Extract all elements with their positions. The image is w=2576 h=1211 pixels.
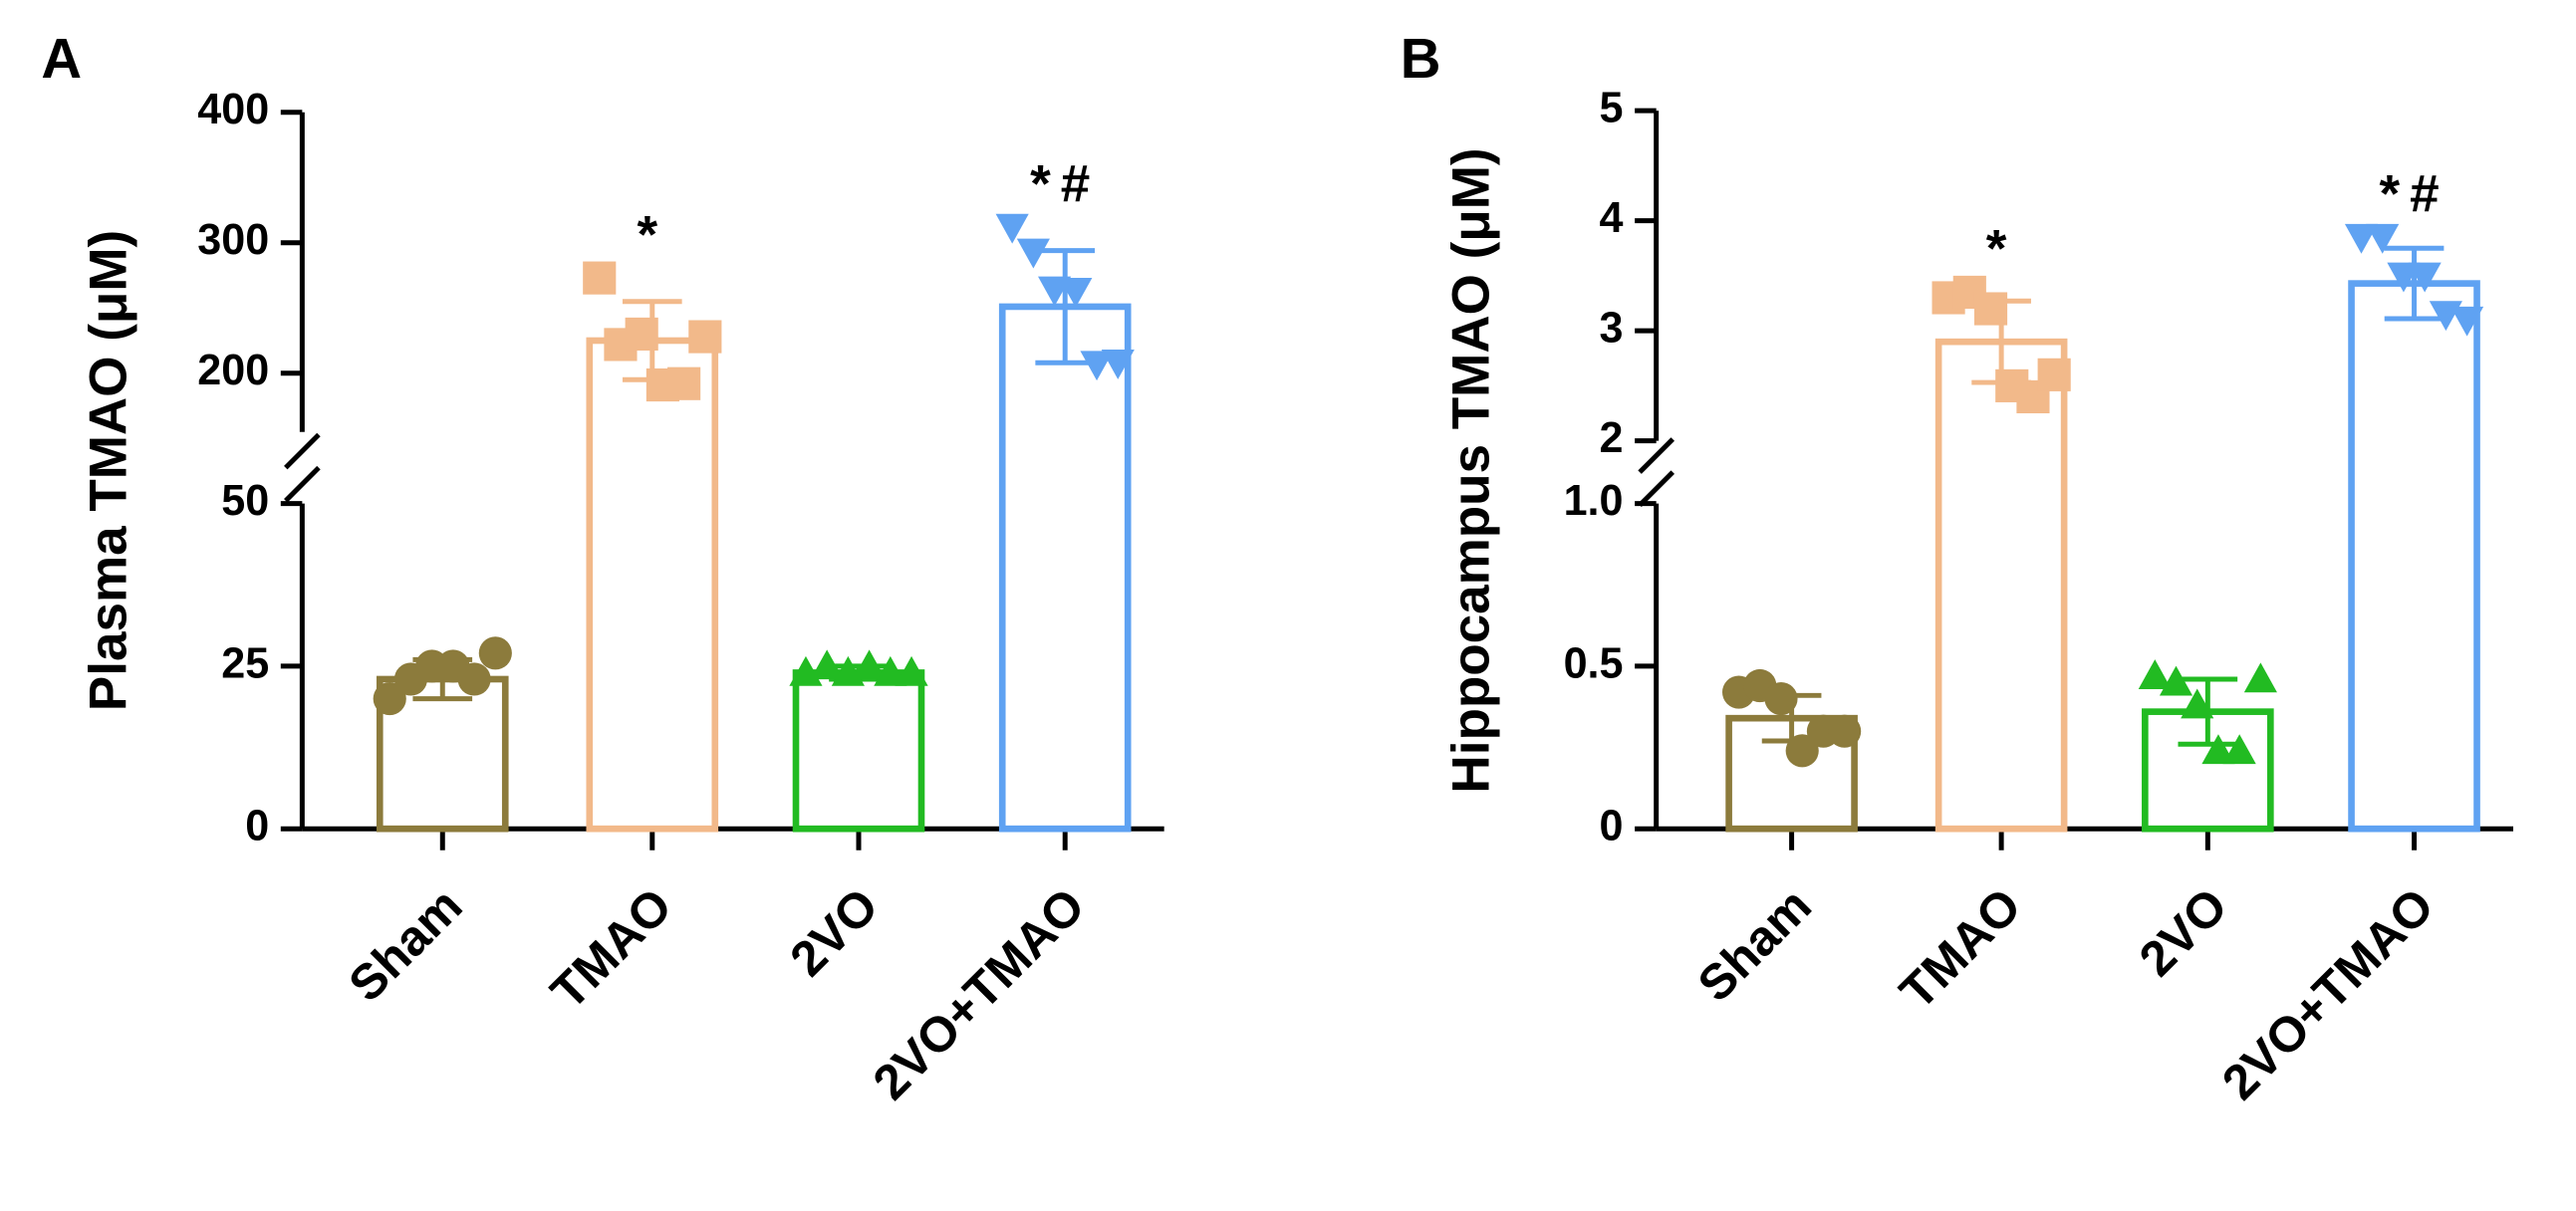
panel-label: A <box>41 27 82 90</box>
x-tick-label: Sham <box>1687 877 1822 1012</box>
data-point <box>373 681 406 716</box>
x-tick-label: TMAO <box>540 877 682 1020</box>
y-tick-label: 2 <box>1600 414 1624 462</box>
data-point <box>1059 277 1093 308</box>
data-point <box>667 366 701 400</box>
y-tick-label: 5 <box>1600 84 1624 131</box>
bar <box>2348 280 2480 833</box>
annotation: *# <box>1030 154 1100 213</box>
data-point <box>1828 714 1862 748</box>
y-tick-label: 0 <box>1600 803 1624 850</box>
data-point <box>478 636 512 670</box>
data-point <box>2138 659 2172 689</box>
bar <box>586 337 719 833</box>
data-point <box>1080 351 1114 381</box>
data-point <box>688 320 722 354</box>
axis-break <box>1638 470 1675 508</box>
data-point <box>2366 223 2400 254</box>
y-tick-label: 200 <box>197 347 269 394</box>
data-point <box>810 649 844 680</box>
data-point <box>1764 681 1798 716</box>
x-tick-label: TMAO <box>1889 877 2031 1020</box>
y-tick-label: 400 <box>197 86 269 133</box>
error-bar <box>2384 245 2445 322</box>
data-point <box>874 655 907 686</box>
data-point <box>457 662 491 696</box>
y-tick-label: 25 <box>221 639 269 687</box>
y-axis-label: Plasma TMAO (μM) <box>80 230 138 711</box>
x-tick-label: 2VO+TMAO <box>863 877 1096 1110</box>
axis-break <box>1638 437 1675 474</box>
axis-break <box>284 432 321 470</box>
y-tick-label: 3 <box>1600 305 1624 353</box>
data-point <box>2181 688 2214 719</box>
annotation: *# <box>2380 164 2449 223</box>
data-point <box>1973 292 2008 326</box>
data-point <box>2408 262 2442 293</box>
x-tick-label: 2VO+TMAO <box>2211 877 2445 1110</box>
bar <box>1934 338 2068 833</box>
data-point <box>1101 350 1135 379</box>
bar <box>792 669 925 833</box>
panel-label: B <box>1401 27 1441 90</box>
y-tick-label: 0 <box>245 803 269 850</box>
y-tick-label: 4 <box>1600 194 1624 242</box>
x-tick-label: 2VO <box>2129 877 2238 987</box>
axis-break <box>284 465 321 503</box>
data-point <box>1016 238 1050 269</box>
data-point <box>2201 734 2235 765</box>
annotation: * <box>1986 220 2017 279</box>
data-point <box>2243 662 2277 693</box>
y-tick-label: 50 <box>221 477 269 525</box>
data-point <box>2159 665 2193 696</box>
data-point <box>2222 734 2256 765</box>
y-axis-label: Hippocampus TMAO (μM) <box>1441 147 1500 793</box>
data-point <box>895 655 928 686</box>
x-tick-label: Sham <box>338 877 472 1012</box>
y-tick-label: 300 <box>197 216 269 264</box>
data-point <box>625 317 658 352</box>
error-bar <box>1035 248 1096 365</box>
annotation: * <box>637 205 667 264</box>
data-point <box>853 649 887 680</box>
data-point <box>1785 734 1819 768</box>
data-point <box>2037 358 2071 391</box>
y-tick-label: 1.0 <box>1564 477 1624 525</box>
data-point <box>2387 262 2421 293</box>
data-point <box>2344 223 2379 254</box>
x-tick-label: 2VO <box>779 877 889 987</box>
y-tick-label: 0.5 <box>1564 639 1624 687</box>
data-point <box>995 213 1029 244</box>
data-point <box>583 261 617 295</box>
data-point <box>2450 306 2484 337</box>
bar <box>998 303 1132 833</box>
